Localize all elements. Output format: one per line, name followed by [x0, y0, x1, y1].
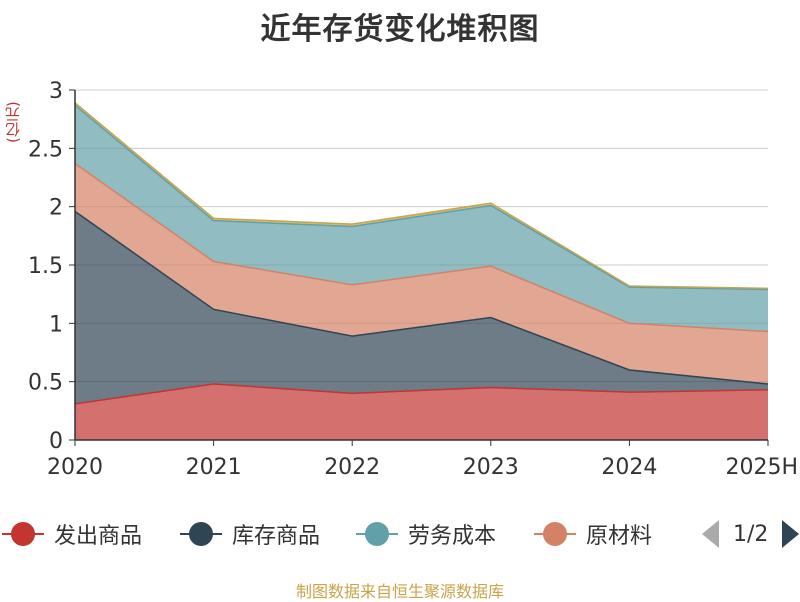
series-line: [74, 210, 769, 385]
legend: 发出商品 库存商品 劳务成本 原材料 1/2: [0, 512, 800, 556]
legend-prev-page-icon[interactable]: [702, 520, 719, 548]
area-1[interactable]: [75, 384, 768, 440]
chart-title: 近年存货变化堆积图: [260, 12, 540, 47]
y-tick-label: 1.5: [28, 254, 63, 279]
legend-label: 发出商品: [54, 524, 143, 549]
y-tick-labels: 0 0.5 1 1.5 2 2.5 3: [28, 79, 63, 454]
series-line: [74, 102, 769, 290]
legend-marker: [2, 522, 44, 546]
y-tick-label: 0: [49, 429, 63, 454]
x-tick-label: 2020: [47, 455, 103, 480]
area-2[interactable]: [75, 211, 768, 404]
x-tick-label: 2024: [601, 455, 657, 480]
x-tick-label: 2025H: [725, 455, 798, 480]
series-line: [74, 104, 769, 291]
y-tick-label: 3: [49, 79, 63, 104]
legend-item-labor-cost[interactable]: 劳务成本: [356, 512, 496, 556]
legend-label: 库存商品: [232, 524, 321, 549]
legend-label: 劳务成本: [408, 524, 497, 549]
y-tick-label: 2: [49, 196, 63, 221]
x-tick-label: 2022: [324, 455, 380, 480]
area-4[interactable]: [75, 105, 768, 332]
area-layer: [75, 102, 768, 440]
series-lines: [74, 102, 769, 405]
y-axis-unit-label: (亿元): [4, 101, 22, 143]
legend-marker: [356, 522, 398, 546]
legend-next-page-icon[interactable]: [782, 520, 800, 548]
legend-item-finished-goods[interactable]: 库存商品: [180, 512, 320, 556]
x-tick-labels: 2020 2021 2022 2023 2024 2025H: [47, 455, 798, 480]
legend-item-raw-materials[interactable]: 原材料: [534, 512, 652, 556]
axes: [74, 90, 769, 446]
legend-marker: [534, 522, 576, 546]
area-3[interactable]: [75, 163, 768, 385]
x-tick-label: 2023: [463, 455, 519, 480]
y-tick-label: 0.5: [28, 371, 63, 396]
series-line: [74, 383, 769, 405]
legend-item-shipped-goods[interactable]: 发出商品: [2, 512, 142, 556]
data-source-note: 制图数据来自恒生聚源数据库: [295, 582, 504, 601]
x-tick-label: 2021: [186, 455, 242, 480]
y-tick-label: 1: [49, 312, 63, 337]
legend-pager: 1/2: [702, 512, 800, 556]
y-tick-label: 2.5: [28, 137, 63, 162]
legend-page-indicator: 1/2: [733, 521, 769, 547]
series-line: [74, 162, 769, 333]
legend-marker: [180, 522, 222, 546]
legend-label: 原材料: [586, 524, 653, 549]
